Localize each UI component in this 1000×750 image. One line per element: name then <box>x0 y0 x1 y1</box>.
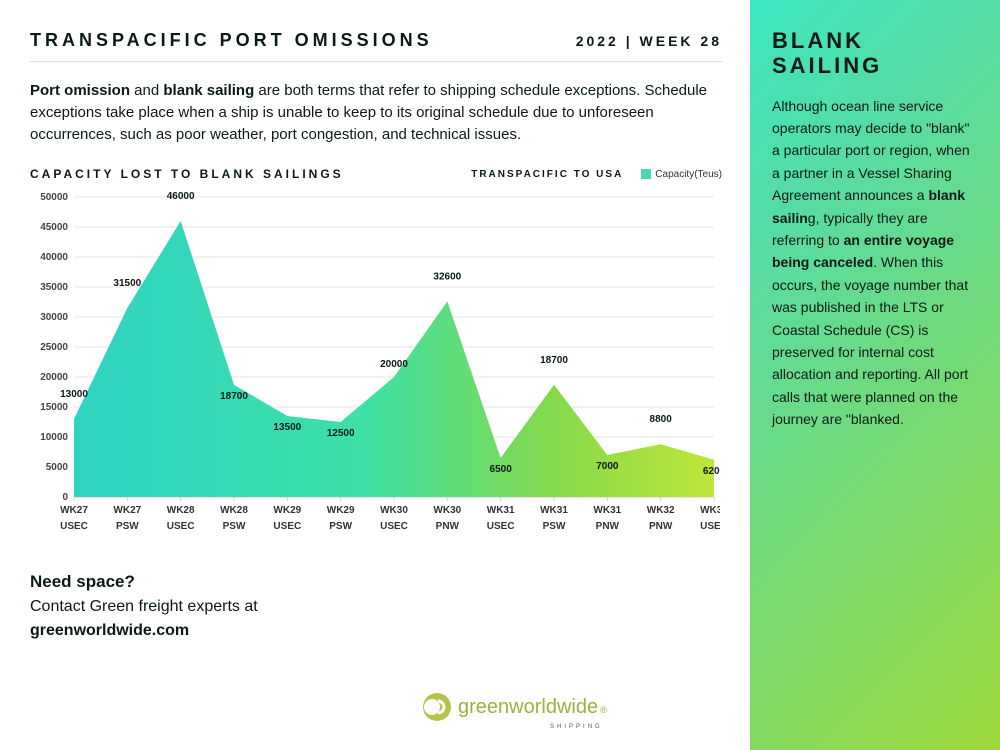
svg-text:USEC: USEC <box>273 521 301 532</box>
svg-text:31500: 31500 <box>113 278 141 289</box>
logo-text-main: greenworldwide <box>458 696 598 719</box>
logo-text: greenworldwide ® <box>458 696 607 719</box>
sidebar-post: . When this occurs, the voyage number th… <box>772 254 968 427</box>
svg-text:46000: 46000 <box>167 191 195 202</box>
chart: 0 5000 10000 15000 20000 25000 30000 35000 40000… <box>30 189 720 549</box>
brand-logo: greenworldwide ® SHIPPING <box>420 690 607 724</box>
sidebar-panel: BLANK SAILING Although ocean line servic… <box>750 0 1000 750</box>
intro-bold-1: Port omission <box>30 82 130 99</box>
svg-text:WK30: WK30 <box>433 505 461 516</box>
svg-text:30000: 30000 <box>40 312 68 323</box>
svg-text:WK27: WK27 <box>113 505 141 516</box>
legend-swatch <box>641 169 651 179</box>
svg-text:PNW: PNW <box>649 521 673 532</box>
svg-text:PNW: PNW <box>596 521 620 532</box>
svg-text:PNW: PNW <box>436 521 460 532</box>
svg-text:13500: 13500 <box>273 422 301 433</box>
svg-text:18700: 18700 <box>220 391 248 402</box>
legend-label: Capacity(Teus) <box>655 169 722 180</box>
svg-text:18700: 18700 <box>540 355 568 366</box>
logo-trademark: ® <box>600 705 607 715</box>
svg-text:WK31: WK31 <box>487 505 515 516</box>
chart-header: CAPACITY LOST TO BLANK SAILINGS TRANSPAC… <box>30 167 722 181</box>
svg-text:6500: 6500 <box>490 464 513 475</box>
logo-sub: SHIPPING <box>550 724 603 730</box>
sidebar-title-1: BLANK <box>772 28 864 53</box>
svg-text:10000: 10000 <box>40 432 68 443</box>
svg-text:0: 0 <box>62 492 68 503</box>
svg-text:35000: 35000 <box>40 282 68 293</box>
svg-text:PSW: PSW <box>116 521 139 532</box>
svg-text:20000: 20000 <box>40 372 68 383</box>
header: TRANSPACIFIC PORT OMISSIONS 2022 | WEEK … <box>30 30 722 62</box>
intro-text: Port omission and blank sailing are both… <box>30 80 722 145</box>
svg-text:WK28: WK28 <box>220 505 248 516</box>
svg-text:15000: 15000 <box>40 402 68 413</box>
svg-text:50000: 50000 <box>40 192 68 203</box>
svg-text:32600: 32600 <box>433 272 461 283</box>
svg-text:WK29: WK29 <box>273 505 301 516</box>
svg-text:25000: 25000 <box>40 342 68 353</box>
svg-text:PSW: PSW <box>329 521 352 532</box>
svg-text:WK27: WK27 <box>60 505 88 516</box>
svg-text:13000: 13000 <box>60 389 88 400</box>
svg-text:WK29: WK29 <box>327 505 355 516</box>
chart-title: CAPACITY LOST TO BLANK SAILINGS <box>30 167 344 181</box>
svg-text:USEC: USEC <box>60 521 88 532</box>
chart-legend: Capacity(Teus) <box>641 169 722 180</box>
svg-text:PSW: PSW <box>543 521 566 532</box>
svg-text:WK28: WK28 <box>167 505 195 516</box>
chart-svg: 0 5000 10000 15000 20000 25000 30000 35000 40000… <box>30 189 720 549</box>
cta-block: Need space? Contact Green freight expert… <box>30 569 722 643</box>
svg-text:USEC: USEC <box>487 521 515 532</box>
svg-text:7000: 7000 <box>596 461 619 472</box>
svg-text:6200: 6200 <box>703 466 720 477</box>
sidebar-body: Although ocean line service operators ma… <box>772 95 978 431</box>
cta-line: Contact Green freight experts at <box>30 595 722 619</box>
svg-text:USEC: USEC <box>700 521 720 532</box>
svg-text:40000: 40000 <box>40 252 68 263</box>
sidebar-title-2: SAILING <box>772 53 882 78</box>
chart-subtitle: TRANSPACIFIC TO USA <box>471 169 623 180</box>
date-tag: 2022 | WEEK 28 <box>576 33 722 49</box>
svg-text:USEC: USEC <box>167 521 195 532</box>
cta-site: greenworldwide.com <box>30 619 722 643</box>
page: TRANSPACIFIC PORT OMISSIONS 2022 | WEEK … <box>0 0 1000 750</box>
svg-text:5000: 5000 <box>46 462 69 473</box>
main-panel: TRANSPACIFIC PORT OMISSIONS 2022 | WEEK … <box>0 0 750 750</box>
svg-text:20000: 20000 <box>380 359 408 370</box>
cta-question: Need space? <box>30 569 722 595</box>
svg-text:WK31: WK31 <box>593 505 621 516</box>
svg-text:WK32: WK32 <box>647 505 675 516</box>
svg-text:8800: 8800 <box>650 414 673 425</box>
svg-text:PSW: PSW <box>223 521 246 532</box>
logo-mark-icon <box>420 690 454 724</box>
page-title: TRANSPACIFIC PORT OMISSIONS <box>30 30 433 51</box>
svg-text:WK31: WK31 <box>540 505 568 516</box>
svg-text:45000: 45000 <box>40 222 68 233</box>
svg-text:12500: 12500 <box>327 428 355 439</box>
sidebar-title: BLANK SAILING <box>772 28 978 79</box>
intro-span-1: and <box>130 82 163 99</box>
svg-text:WK33: WK33 <box>700 505 720 516</box>
svg-text:WK30: WK30 <box>380 505 408 516</box>
svg-text:USEC: USEC <box>380 521 408 532</box>
intro-bold-2: blank sailing <box>163 82 254 99</box>
